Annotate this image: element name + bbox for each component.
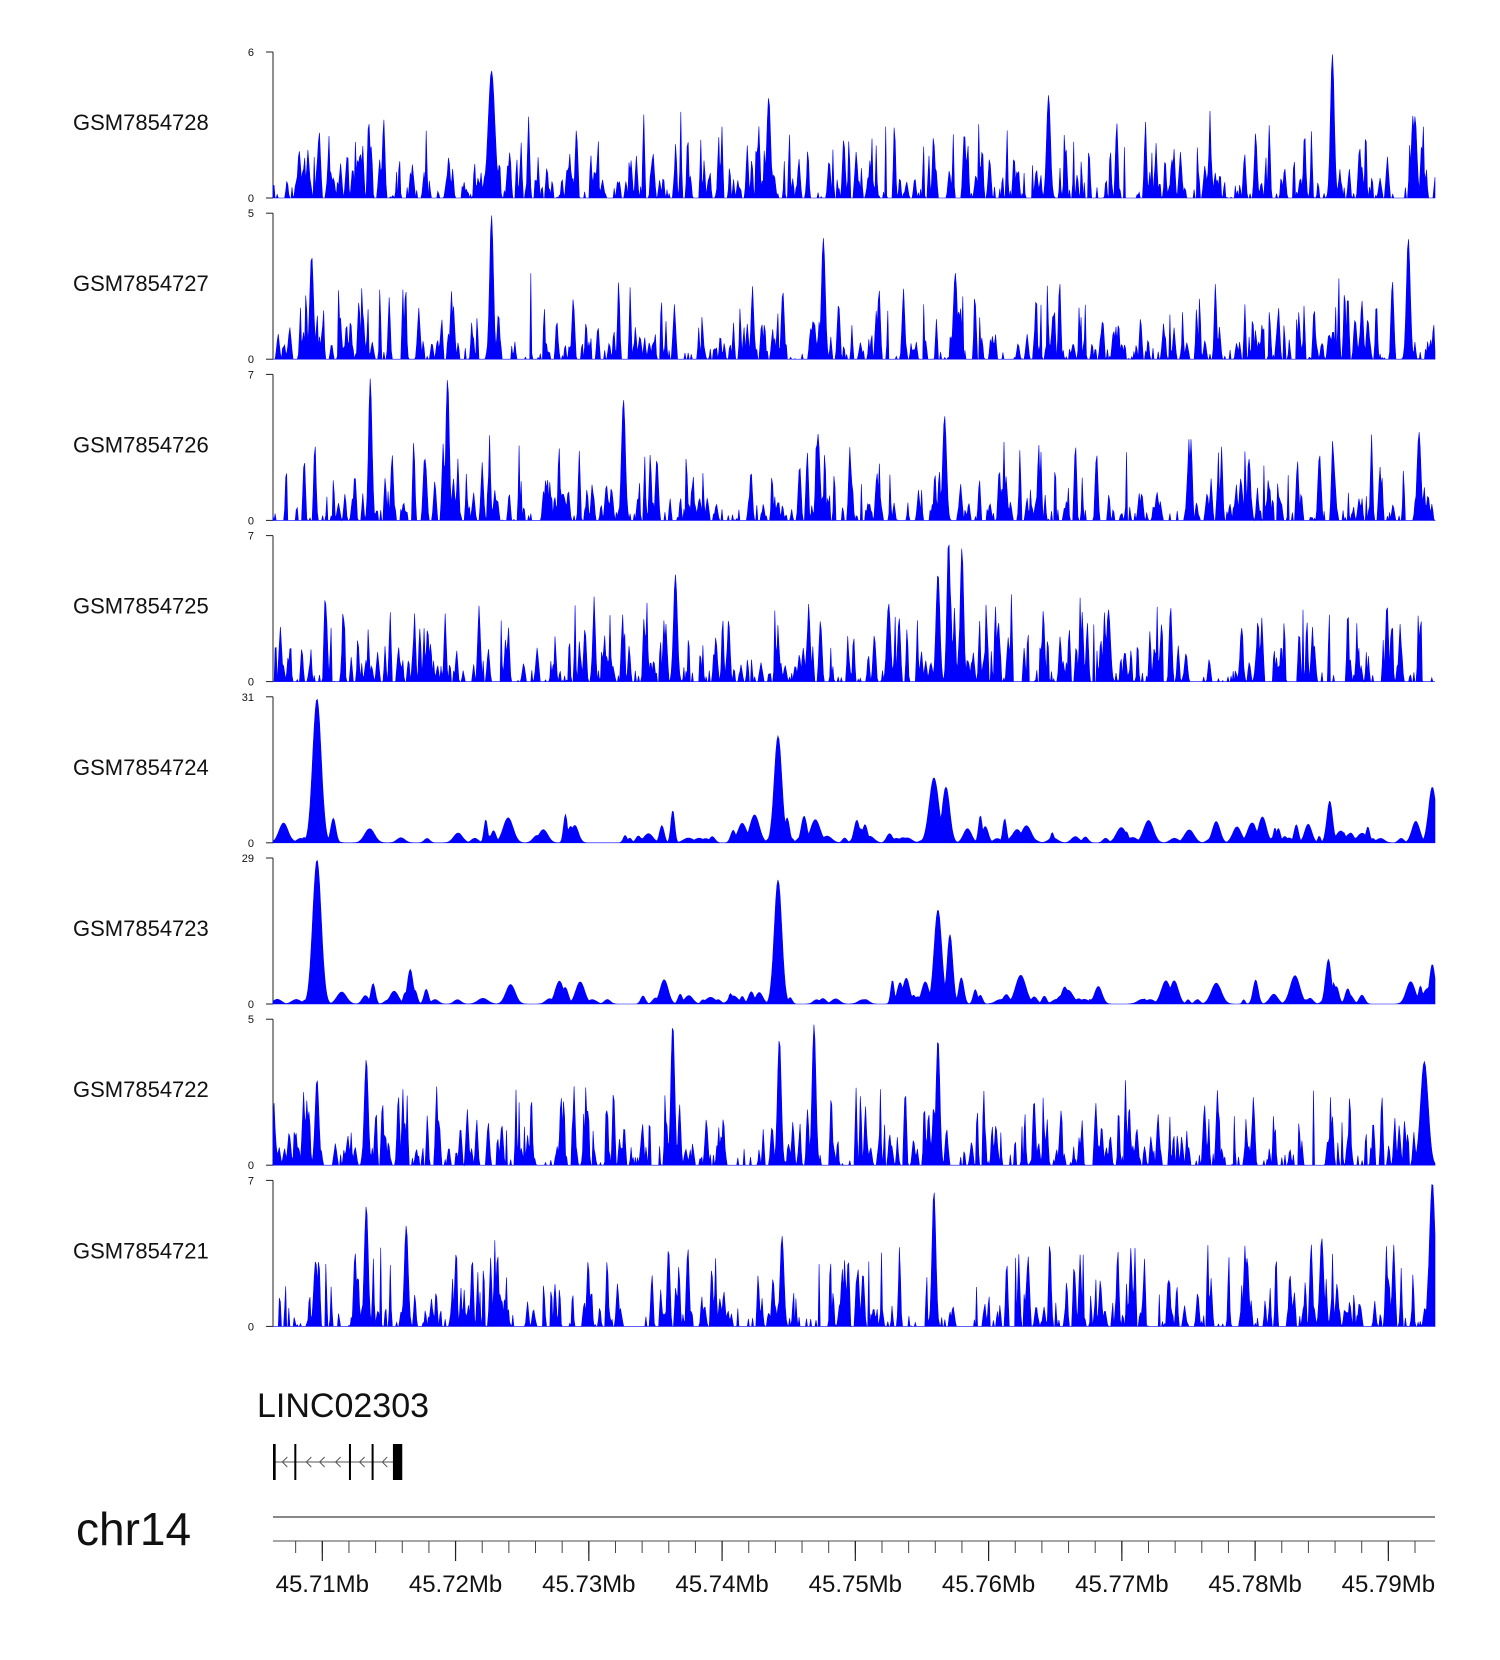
track-GSM7854725: 7 0 GSM7854725 — [73, 531, 1435, 689]
tick-label: 45.76Mb — [942, 1571, 1035, 1598]
track-name-label: GSM7854725 — [73, 594, 209, 619]
gene-exon — [371, 1444, 374, 1480]
track-name-label: GSM7854727 — [73, 271, 209, 296]
track-GSM7854721: 7 0 GSM7854721 — [73, 1175, 1436, 1333]
track-name-label: GSM7854728 — [73, 110, 209, 135]
strand-arrow — [281, 1456, 288, 1468]
coverage-area — [273, 1184, 1436, 1328]
tick-label: 45.72Mb — [409, 1571, 502, 1598]
track-GSM7854726: 7 0 GSM7854726 — [73, 369, 1436, 527]
strand-arrow — [334, 1456, 341, 1468]
y-max-label: 6 — [248, 47, 254, 59]
genome-axis: chr14 45.71Mb 45.72Mb 45.73Mb 45.74Mb 45.75M… — [76, 1503, 1435, 1598]
y-min-label: 0 — [248, 193, 254, 205]
y-min-label: 0 — [248, 838, 254, 850]
strand-arrow — [305, 1456, 312, 1468]
gene-exon — [348, 1444, 351, 1480]
coverage-area — [272, 378, 1436, 522]
track-name-label: GSM7854723 — [73, 916, 209, 941]
y-max-label: 7 — [248, 369, 254, 381]
y-max-label: 31 — [242, 692, 254, 704]
track-name-label: GSM7854722 — [73, 1077, 209, 1102]
track-GSM7854727: 5 0 GSM7854727 — [73, 208, 1436, 366]
gene-exon — [273, 1444, 276, 1480]
y-max-label: 7 — [248, 531, 254, 543]
coverage-area — [272, 698, 1436, 844]
coverage-area — [272, 859, 1436, 1005]
gene-exon — [294, 1444, 297, 1480]
tick-label: 45.77Mb — [1075, 1571, 1168, 1598]
coverage-area — [272, 54, 1436, 200]
track-GSM7854723: 29 0 GSM7854723 — [73, 853, 1436, 1011]
y-max-label: 7 — [248, 1175, 254, 1187]
tick-label: 45.71Mb — [276, 1571, 369, 1598]
y-min-label: 0 — [248, 1160, 254, 1172]
strand-arrow — [318, 1456, 325, 1468]
track-name-label: GSM7854726 — [73, 432, 209, 457]
coverage-area — [272, 1024, 1436, 1167]
y-min-label: 0 — [248, 515, 254, 527]
y-min-label: 0 — [248, 999, 254, 1011]
y-max-label: 5 — [248, 208, 254, 220]
gene-model — [273, 1444, 403, 1480]
track-GSM7854722: 5 0 GSM7854722 — [73, 1014, 1436, 1172]
y-min-label: 0 — [248, 354, 254, 366]
chromosome-label: chr14 — [76, 1503, 191, 1555]
gene-annotation-track: LINC02303 — [257, 1387, 429, 1480]
strand-arrow — [358, 1456, 365, 1468]
gene-label: LINC02303 — [257, 1387, 429, 1425]
track-GSM7854724: 31 0 GSM7854724 — [73, 692, 1436, 850]
y-min-label: 0 — [248, 677, 254, 689]
tick-label: 45.79Mb — [1342, 1571, 1435, 1598]
y-min-label: 0 — [248, 1321, 254, 1333]
track-name-label: GSM7854724 — [73, 755, 209, 780]
y-max-label: 5 — [248, 1014, 254, 1026]
coverage-tracks: 6 0 GSM7854728 5 0 GSM7854727 7 0 GSM7854726 7 0 GS… — [73, 47, 1436, 1333]
gene-exon — [392, 1444, 403, 1480]
coverage-area — [273, 544, 1435, 683]
track-GSM7854728: 6 0 GSM7854728 — [73, 47, 1436, 205]
strand-arrow — [381, 1456, 388, 1468]
y-max-label: 29 — [242, 853, 254, 865]
track-name-label: GSM7854721 — [73, 1238, 209, 1263]
tick-label: 45.74Mb — [675, 1571, 768, 1598]
tick-label: 45.75Mb — [809, 1571, 902, 1598]
tick-label: 45.78Mb — [1208, 1571, 1301, 1598]
coverage-area — [273, 215, 1436, 361]
tick-label: 45.73Mb — [542, 1571, 635, 1598]
